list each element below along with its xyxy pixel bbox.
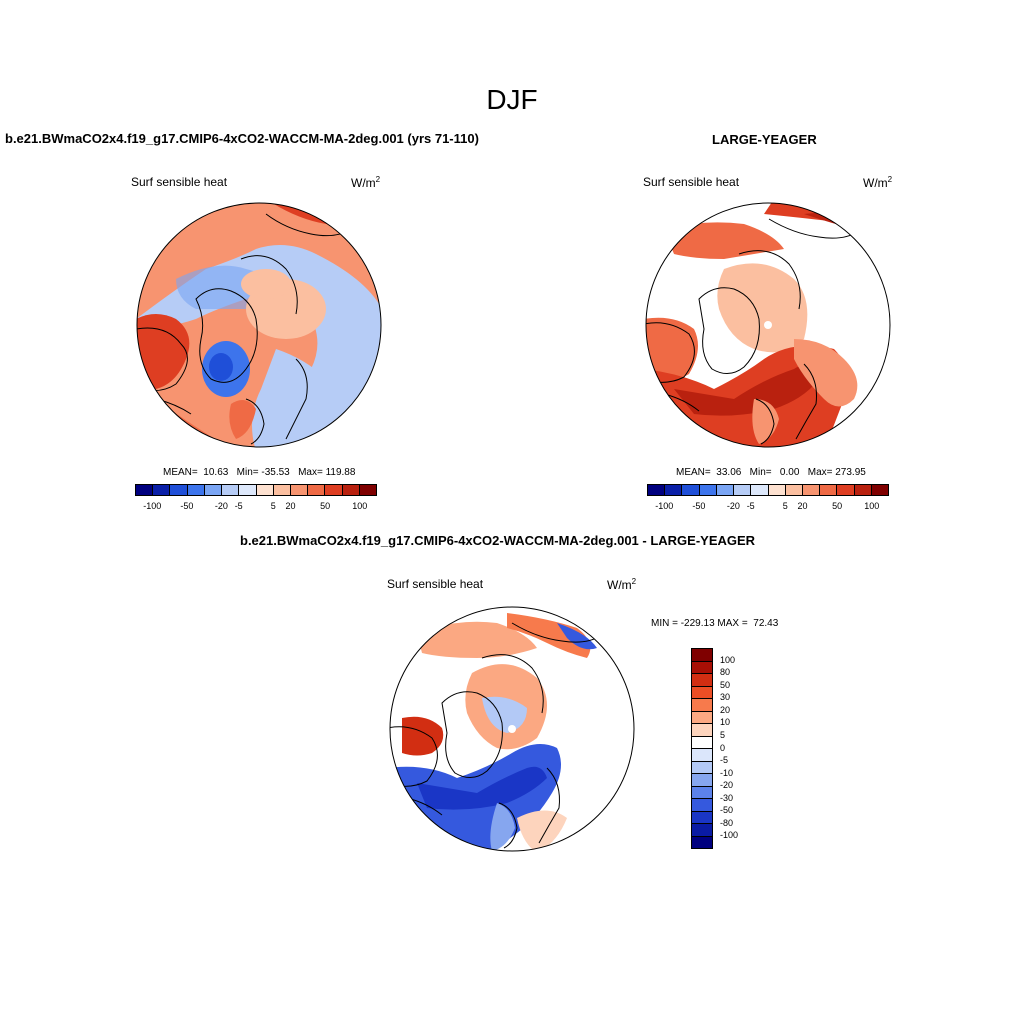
- colorbar-swatch: [854, 485, 872, 495]
- colorbar-swatch: [308, 485, 326, 495]
- colorbar-swatch: [682, 485, 700, 495]
- colorbar-swatch: [692, 824, 712, 837]
- colorbar-tick-label: -30: [720, 792, 734, 803]
- colorbar-tick-label: 100: [720, 654, 736, 665]
- diff-units-label: W/m2: [607, 577, 637, 592]
- obs-polar-map: [645, 202, 891, 448]
- colorbar-swatch: [342, 485, 360, 495]
- obs-units-label: W/m2: [863, 175, 893, 190]
- colorbar-tick-label: -20: [214, 501, 228, 511]
- colorbar-tick-label: 50: [832, 501, 843, 511]
- colorbar-tick-label: -100: [720, 830, 739, 841]
- colorbar-tick-label: 100: [352, 501, 368, 511]
- colorbar-tick-label: 5: [782, 501, 788, 511]
- figure-title: DJF: [486, 84, 538, 115]
- colorbar-swatch: [187, 485, 205, 495]
- colorbar-tick-label: 30: [720, 692, 731, 703]
- model-units-label: W/m2: [351, 175, 381, 190]
- colorbar-tick-label: -5: [746, 501, 755, 511]
- colorbar-tick-label: 20: [720, 704, 731, 715]
- colorbar-swatch: [837, 485, 855, 495]
- colorbar-swatch: [692, 724, 712, 737]
- obs-variable-label: Surf sensible heat: [643, 175, 740, 189]
- colorbar-swatch: [871, 485, 889, 495]
- colorbar-tick-label: 50: [720, 679, 731, 690]
- model-variable-label: Surf sensible heat: [131, 175, 228, 189]
- colorbar-swatch: [768, 485, 786, 495]
- colorbar-swatch: [170, 485, 188, 495]
- colorbar-tick-label: -10: [720, 767, 734, 778]
- model-colorbar-labels: -100 -50 -20 -5 5 20 50 100: [135, 501, 377, 513]
- diff-stats: MIN = -229.13 MAX = 72.43: [651, 618, 779, 629]
- colorbar-tick-label: 80: [720, 667, 731, 678]
- colorbar-tick-label: 10: [720, 717, 731, 728]
- diff-colorbar: [691, 648, 713, 849]
- colorbar-tick-label: 5: [720, 729, 726, 740]
- colorbar-swatch: [359, 485, 377, 495]
- colorbar-swatch: [802, 485, 821, 495]
- colorbar-tick-label: -50: [720, 805, 734, 816]
- colorbar-swatch: [665, 485, 683, 495]
- diff-polar-map: [389, 606, 635, 852]
- colorbar-swatch: [692, 836, 712, 848]
- colorbar-swatch: [692, 674, 712, 687]
- colorbar-swatch: [699, 485, 717, 495]
- colorbar-swatch: [692, 774, 712, 787]
- obs-case-title: LARGE-YEAGER: [712, 132, 817, 147]
- colorbar-tick-label: 20: [797, 501, 808, 511]
- colorbar-swatch: [290, 485, 309, 495]
- colorbar-tick-label: 20: [285, 501, 296, 511]
- colorbar-swatch: [692, 661, 712, 674]
- colorbar-swatch: [692, 811, 712, 824]
- model-case-title: b.e21.BWmaCO2x4.f19_g17.CMIP6-4xCO2-WACC…: [5, 131, 479, 146]
- colorbar-swatch: [820, 485, 838, 495]
- colorbar-tick-label: 0: [720, 742, 726, 753]
- colorbar-swatch: [239, 485, 257, 495]
- colorbar-swatch: [256, 485, 274, 495]
- colorbar-tick-label: -50: [180, 501, 194, 511]
- model-stats: MEAN= 10.63 Min= -35.53 Max= 119.88: [163, 467, 356, 478]
- model-polar-map: [136, 202, 382, 448]
- colorbar-tick-label: -20: [726, 501, 740, 511]
- colorbar-tick-label: 100: [864, 501, 880, 511]
- obs-stats: MEAN= 33.06 Min= 0.00 Max= 273.95: [676, 467, 866, 478]
- colorbar-swatch: [692, 799, 712, 812]
- colorbar-swatch: [751, 485, 769, 495]
- colorbar-swatch: [273, 485, 291, 495]
- colorbar-tick-label: 50: [320, 501, 331, 511]
- colorbar-tick-label: -100: [655, 501, 674, 511]
- diff-case-title: b.e21.BWmaCO2x4.f19_g17.CMIP6-4xCO2-WACC…: [240, 533, 756, 548]
- colorbar-swatch: [153, 485, 171, 495]
- colorbar-tick-label: -80: [720, 817, 734, 828]
- colorbar-swatch: [136, 485, 154, 495]
- colorbar-swatch: [204, 485, 223, 495]
- colorbar-tick-label: -100: [143, 501, 162, 511]
- colorbar-tick-label: -20: [720, 780, 734, 791]
- colorbar-swatch: [692, 736, 712, 749]
- colorbar-swatch: [222, 485, 240, 495]
- diff-variable-label: Surf sensible heat: [387, 577, 484, 591]
- obs-colorbar-labels: -100 -50 -20 -5 5 20 50 100: [647, 501, 889, 513]
- colorbar-swatch: [692, 761, 712, 774]
- colorbar-swatch: [692, 749, 712, 762]
- colorbar-tick-label: -5: [720, 755, 729, 766]
- colorbar-swatch: [716, 485, 735, 495]
- colorbar-tick-label: -50: [692, 501, 706, 511]
- colorbar-swatch: [692, 649, 712, 662]
- obs-colorbar: [647, 484, 889, 496]
- colorbar-swatch: [785, 485, 803, 495]
- colorbar-tick-label: -5: [234, 501, 243, 511]
- model-colorbar: [135, 484, 377, 496]
- colorbar-swatch: [692, 786, 712, 799]
- colorbar-swatch: [325, 485, 343, 495]
- diff-colorbar-labels: 100 80 50 30 20 10 5 0 -5 -10 -20 -30 -50 -80 -100: [718, 648, 758, 849]
- colorbar-swatch: [648, 485, 666, 495]
- colorbar-swatch: [734, 485, 752, 495]
- colorbar-swatch: [692, 699, 712, 712]
- colorbar-swatch: [692, 711, 712, 724]
- colorbar-tick-label: 5: [270, 501, 276, 511]
- colorbar-swatch: [692, 686, 712, 699]
